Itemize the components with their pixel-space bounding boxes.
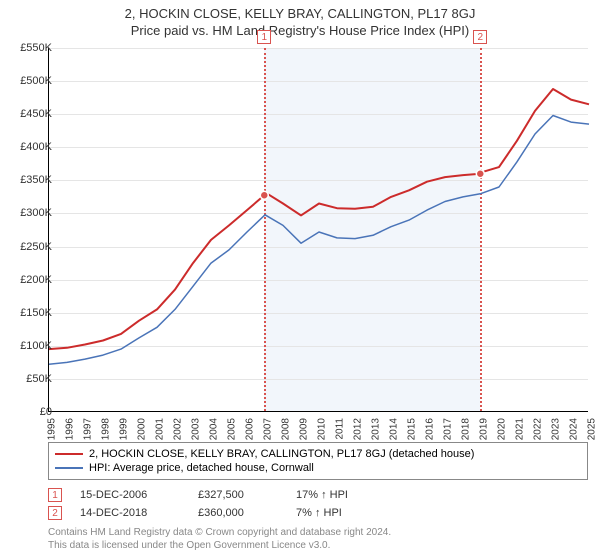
legend-box: 2, HOCKIN CLOSE, KELLY BRAY, CALLINGTON,…	[48, 442, 588, 552]
y-tick-label: £50K	[8, 373, 52, 385]
plot-area: 12	[48, 48, 588, 412]
chart-container: 2, HOCKIN CLOSE, KELLY BRAY, CALLINGTON,…	[0, 0, 600, 560]
x-tick-label: 2005	[227, 418, 238, 440]
event-row-2: 2 14-DEC-2018 £360,000 7% ↑ HPI	[48, 504, 588, 522]
event-change-1: 17% ↑ HPI	[296, 489, 396, 501]
legend-row-hpi: HPI: Average price, detached house, Corn…	[55, 461, 581, 475]
x-tick-label: 2023	[551, 418, 562, 440]
y-tick-label: £300K	[8, 207, 52, 219]
x-tick-label: 2011	[335, 418, 346, 440]
x-tick-label: 2016	[425, 418, 436, 440]
event-price-1: £327,500	[198, 489, 278, 501]
x-tick-label: 1995	[47, 418, 58, 440]
marker-box-1: 1	[257, 30, 271, 44]
x-tick-label: 2006	[245, 418, 256, 440]
x-tick-label: 2018	[461, 418, 472, 440]
footer-attribution: Contains HM Land Registry data © Crown c…	[48, 526, 588, 552]
event-price-2: £360,000	[198, 507, 278, 519]
x-tick-label: 2003	[191, 418, 202, 440]
title-block: 2, HOCKIN CLOSE, KELLY BRAY, CALLINGTON,…	[0, 0, 600, 38]
marker-dot-1	[260, 191, 268, 199]
event-marker-1: 1	[48, 488, 62, 502]
legend-row-price-paid: 2, HOCKIN CLOSE, KELLY BRAY, CALLINGTON,…	[55, 447, 581, 461]
y-tick-label: £0	[8, 406, 52, 418]
line-series-svg	[49, 48, 588, 411]
x-tick-label: 2004	[209, 418, 220, 440]
event-date-1: 15-DEC-2006	[80, 489, 180, 501]
x-tick-label: 2014	[389, 418, 400, 440]
legend-series-box: 2, HOCKIN CLOSE, KELLY BRAY, CALLINGTON,…	[48, 442, 588, 480]
events-table: 1 15-DEC-2006 £327,500 17% ↑ HPI 2 14-DE…	[48, 486, 588, 522]
y-tick-label: £500K	[8, 75, 52, 87]
y-tick-label: £100K	[8, 340, 52, 352]
marker-dot-2	[476, 170, 484, 178]
x-tick-label: 1999	[119, 418, 130, 440]
x-tick-label: 2013	[371, 418, 382, 440]
x-tick-label: 2022	[533, 418, 544, 440]
x-tick-label: 2001	[155, 418, 166, 440]
legend-label-hpi: HPI: Average price, detached house, Corn…	[89, 462, 314, 474]
x-tick-label: 2002	[173, 418, 184, 440]
y-tick-label: £400K	[8, 141, 52, 153]
chart-title-line2: Price paid vs. HM Land Registry's House …	[0, 23, 600, 38]
series-line-price_paid	[49, 89, 589, 349]
legend-label-price-paid: 2, HOCKIN CLOSE, KELLY BRAY, CALLINGTON,…	[89, 448, 474, 460]
event-change-2: 7% ↑ HPI	[296, 507, 396, 519]
x-tick-label: 2017	[443, 418, 454, 440]
x-tick-label: 2007	[263, 418, 274, 440]
legend-swatch-price-paid	[55, 453, 83, 455]
x-tick-label: 1998	[101, 418, 112, 440]
x-tick-label: 2009	[299, 418, 310, 440]
x-tick-label: 2020	[497, 418, 508, 440]
x-tick-label: 2019	[479, 418, 490, 440]
marker-box-2: 2	[473, 30, 487, 44]
y-tick-label: £350K	[8, 174, 52, 186]
x-tick-label: 1996	[65, 418, 76, 440]
x-tick-label: 2015	[407, 418, 418, 440]
x-tick-label: 2012	[353, 418, 364, 440]
x-tick-label: 2000	[137, 418, 148, 440]
y-tick-label: £450K	[8, 108, 52, 120]
event-row-1: 1 15-DEC-2006 £327,500 17% ↑ HPI	[48, 486, 588, 504]
event-marker-2: 2	[48, 506, 62, 520]
event-date-2: 14-DEC-2018	[80, 507, 180, 519]
footer-line2: This data is licensed under the Open Gov…	[48, 539, 588, 552]
footer-line1: Contains HM Land Registry data © Crown c…	[48, 526, 588, 539]
x-tick-label: 2008	[281, 418, 292, 440]
x-tick-label: 2024	[569, 418, 580, 440]
y-tick-label: £150K	[8, 307, 52, 319]
x-tick-label: 2021	[515, 418, 526, 440]
y-tick-label: £200K	[8, 274, 52, 286]
chart-title-line1: 2, HOCKIN CLOSE, KELLY BRAY, CALLINGTON,…	[0, 6, 600, 21]
x-tick-label: 1997	[83, 418, 94, 440]
y-tick-label: £550K	[8, 42, 52, 54]
legend-swatch-hpi	[55, 467, 83, 469]
x-tick-label: 2025	[587, 418, 598, 440]
x-tick-label: 2010	[317, 418, 328, 440]
y-tick-label: £250K	[8, 241, 52, 253]
